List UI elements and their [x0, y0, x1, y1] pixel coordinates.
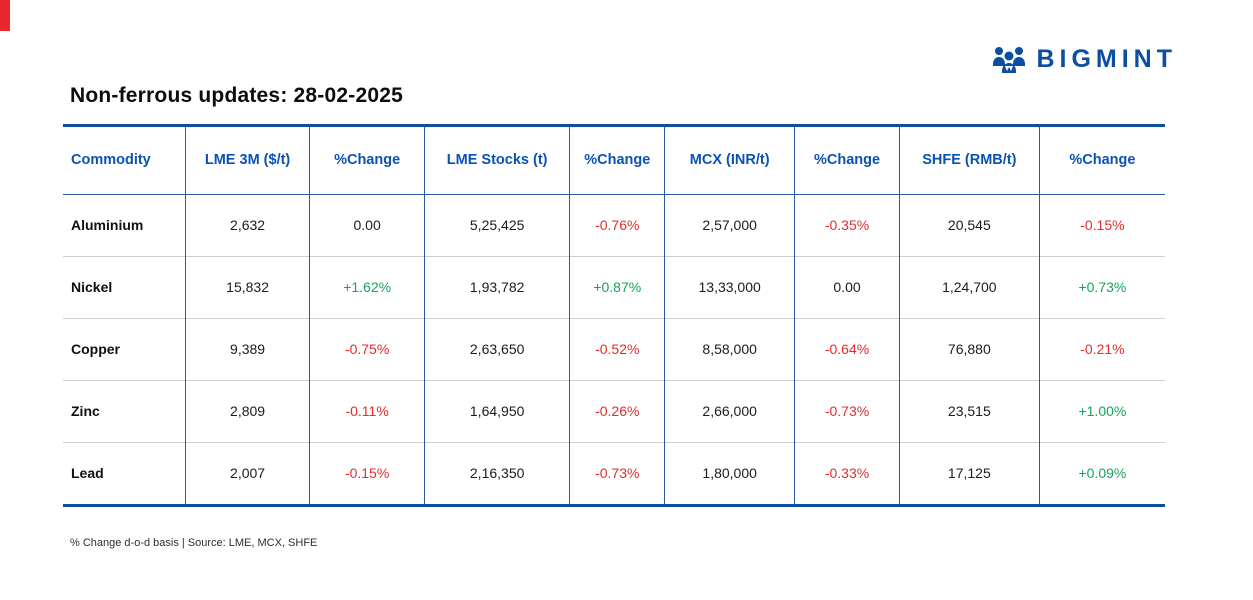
change-cell: -0.33%: [794, 441, 900, 504]
value-cell: 9,389: [184, 317, 310, 380]
change-cell: -0.75%: [309, 317, 425, 380]
value-cell: 1,93,782: [423, 255, 570, 318]
change-cell: +0.73%: [1038, 255, 1165, 318]
column-header-mcx: MCX (INR/t): [664, 127, 795, 195]
change-cell: 0.00: [794, 255, 900, 318]
change-cell: -0.73%: [569, 441, 665, 504]
column-header-commodity: Commodity: [63, 127, 186, 195]
value-cell: 8,58,000: [664, 317, 795, 380]
change-cell: -0.52%: [569, 317, 665, 380]
value-cell: 76,880: [898, 317, 1040, 380]
change-cell: -0.11%: [309, 379, 425, 442]
column-header-lme3m: LME 3M ($/t): [184, 127, 310, 195]
red-accent-bar: [0, 0, 10, 31]
value-cell: 20,545: [898, 194, 1040, 256]
table-row-copper: Copper 9,389 -0.75% 2,63,650 -0.52% 8,58…: [63, 317, 1165, 380]
column-header-lme3m-change: %Change: [309, 127, 425, 195]
commodity-table-wrap: Commodity LME 3M ($/t) %Change LME Stock…: [63, 124, 1165, 507]
commodity-cell: Zinc: [63, 379, 186, 442]
brand-name: BIGMINT: [1036, 44, 1177, 73]
value-cell: 13,33,000: [664, 255, 795, 318]
change-cell: +1.62%: [309, 255, 425, 318]
change-cell: -0.76%: [569, 194, 665, 256]
table-row-zinc: Zinc 2,809 -0.11% 1,64,950 -0.26% 2,66,0…: [63, 379, 1165, 442]
change-cell: -0.21%: [1038, 317, 1165, 380]
commodity-cell: Nickel: [63, 255, 186, 318]
change-cell: -0.64%: [794, 317, 900, 380]
bigmint-logo: BIGMINT: [991, 44, 1177, 74]
value-cell: 1,64,950: [423, 379, 570, 442]
column-header-stocks-change: %Change: [569, 127, 665, 195]
value-cell: 1,80,000: [664, 441, 795, 504]
column-header-shfe-change: %Change: [1038, 127, 1165, 195]
value-cell: 17,125: [898, 441, 1040, 504]
value-cell: 2,809: [184, 379, 310, 442]
change-cell: -0.15%: [309, 441, 425, 504]
footnote: % Change d-o-d basis | Source: LME, MCX,…: [70, 537, 318, 549]
commodity-cell: Lead: [63, 441, 186, 504]
value-cell: 2,66,000: [664, 379, 795, 442]
commodity-table: Commodity LME 3M ($/t) %Change LME Stock…: [63, 127, 1165, 504]
column-header-lme-stocks: LME Stocks (t): [423, 127, 570, 195]
change-cell: -0.73%: [794, 379, 900, 442]
table-row-nickel: Nickel 15,832 +1.62% 1,93,782 +0.87% 13,…: [63, 255, 1165, 318]
commodity-cell: Aluminium: [71, 217, 144, 233]
value-cell: 1,24,700: [898, 255, 1040, 318]
value-cell: 2,007: [184, 441, 310, 504]
value-cell: 5,25,425: [423, 194, 570, 256]
change-cell: 0.00: [309, 194, 425, 256]
value-cell: 2,63,650: [423, 317, 570, 380]
value-cell: 2,632: [184, 194, 310, 256]
header-row: Commodity LME 3M ($/t) %Change LME Stock…: [63, 127, 1165, 195]
change-cell: -0.15%: [1038, 194, 1165, 256]
value-cell: 2,16,350: [423, 441, 570, 504]
table-row-lead: Lead 2,007 -0.15% 2,16,350 -0.73% 1,80,0…: [63, 441, 1165, 504]
table-row-aluminium: Aluminium 2,632 0.00 5,25,425 -0.76% 2,5…: [63, 194, 1165, 256]
change-cell: -0.26%: [569, 379, 665, 442]
change-cell: +0.87%: [569, 255, 665, 318]
page-title: Non-ferrous updates: 28-02-2025: [70, 84, 403, 107]
bigmint-logo-icon: [991, 44, 1027, 74]
change-cell: +1.00%: [1038, 379, 1165, 442]
column-header-mcx-change: %Change: [794, 127, 900, 195]
commodity-cell: Copper: [63, 317, 186, 380]
change-cell: +0.09%: [1038, 441, 1165, 504]
change-cell: -0.35%: [794, 194, 900, 256]
value-cell: 23,515: [898, 379, 1040, 442]
value-cell: 2,57,000: [664, 194, 795, 256]
value-cell: 15,832: [184, 255, 310, 318]
column-header-shfe: SHFE (RMB/t): [898, 127, 1040, 195]
